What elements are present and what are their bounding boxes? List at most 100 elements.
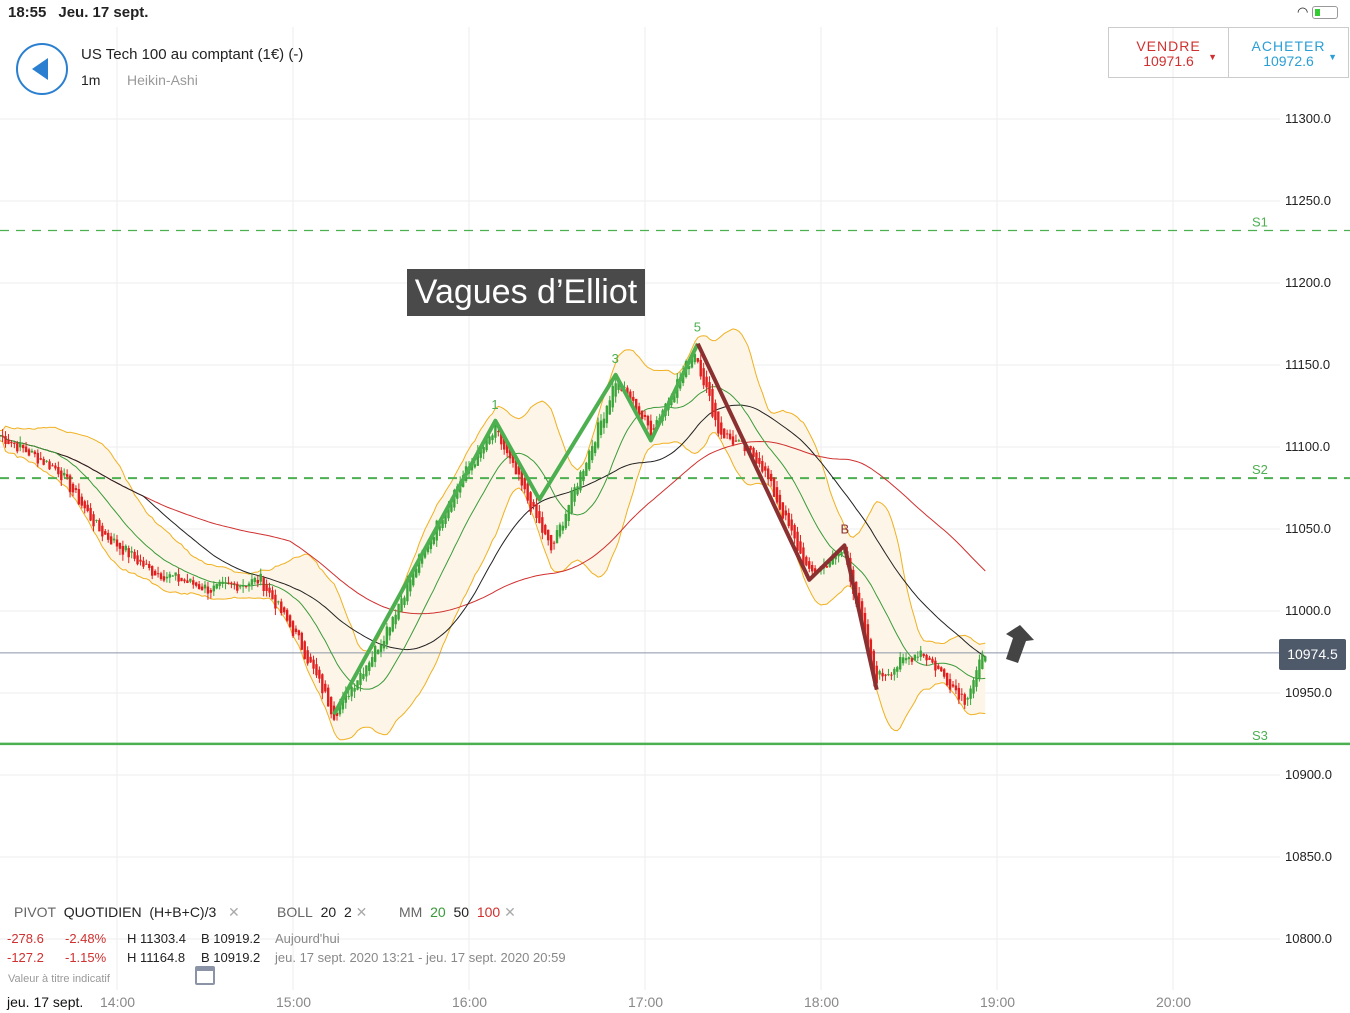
candle <box>711 388 714 417</box>
candle <box>142 560 145 567</box>
candle <box>162 576 166 581</box>
pivot-legend[interactable]: PIVOT QUOTIDIEN (H+B+C)/3 ✕ <box>14 904 240 921</box>
candle <box>497 431 500 433</box>
close-mm-icon[interactable]: ✕ <box>504 904 516 920</box>
candle <box>491 435 494 441</box>
candle <box>778 494 782 510</box>
candle <box>277 601 280 603</box>
candle <box>417 554 421 573</box>
candle <box>104 531 107 535</box>
candle <box>86 504 89 512</box>
candle <box>828 562 831 567</box>
candle <box>608 400 611 415</box>
candle <box>687 366 691 370</box>
candle <box>7 440 10 445</box>
candle <box>538 511 541 524</box>
candle <box>579 471 582 491</box>
close-boll-icon[interactable]: ✕ <box>355 904 368 920</box>
boll-deviation: 2 <box>343 904 352 920</box>
candle <box>362 673 365 679</box>
battery-charging-icon <box>1312 6 1338 20</box>
price-tick: 11300.0 <box>1285 111 1332 126</box>
timeframe-selector[interactable]: 1m <box>81 72 101 88</box>
candle <box>728 433 732 440</box>
candle <box>148 563 151 568</box>
candle <box>200 586 204 591</box>
bollinger-upper <box>0 328 986 652</box>
candle <box>171 575 174 577</box>
elliott-annotation[interactable]: Vagues d’Elliot <box>407 269 645 316</box>
candle <box>230 582 233 584</box>
close-pivot-icon[interactable]: ✕ <box>227 904 240 920</box>
candle <box>121 545 125 555</box>
sell-label: VENDRE <box>1136 38 1201 54</box>
candle <box>376 649 380 654</box>
buy-button[interactable]: ACHETER 10972.6 ▼ <box>1228 27 1349 78</box>
indicative-note: Valeur à titre indicatif <box>8 973 110 985</box>
candle <box>139 559 142 562</box>
mm-50: 50 <box>453 904 470 920</box>
candle <box>652 428 655 430</box>
candle <box>482 447 485 454</box>
candle <box>617 380 620 390</box>
back-button[interactable] <box>16 43 68 95</box>
candle <box>731 436 735 445</box>
candle <box>33 451 37 455</box>
candle <box>646 415 650 426</box>
candle <box>767 468 770 480</box>
candle <box>605 405 609 424</box>
candle <box>130 551 133 553</box>
candle <box>690 356 694 368</box>
ma-100 <box>0 435 986 615</box>
candle <box>168 574 171 578</box>
high-today: H 11303.4 <box>127 931 187 946</box>
candle <box>910 658 914 662</box>
candle <box>268 587 271 593</box>
price-tick: 11200.0 <box>1285 275 1332 290</box>
candle <box>324 683 327 692</box>
candle <box>60 470 63 481</box>
calendar-icon[interactable] <box>195 966 215 985</box>
period-range: jeu. 17 sept. 2020 13:21 - jeu. 17 sept.… <box>275 950 566 965</box>
candle <box>485 437 488 451</box>
candle <box>177 574 180 582</box>
candle <box>549 535 553 551</box>
candle <box>734 440 738 442</box>
boll-legend[interactable]: BOLL 20 2 ✕ <box>277 904 367 921</box>
mm-20: 20 <box>430 904 446 920</box>
candle <box>112 538 116 541</box>
candle <box>385 626 389 645</box>
candle <box>761 460 764 472</box>
candle <box>68 475 72 493</box>
candle <box>602 418 606 428</box>
candle <box>887 674 890 676</box>
chart-type-selector[interactable]: Heikin-Ashi <box>127 72 198 88</box>
ma-20 <box>0 386 986 690</box>
candle <box>500 431 503 445</box>
candle <box>274 594 277 609</box>
mm-legend[interactable]: MM 20 50 100 ✕ <box>399 904 516 921</box>
candle <box>432 537 435 545</box>
candle <box>940 667 943 672</box>
candle <box>253 577 257 583</box>
candle <box>95 519 98 521</box>
candle <box>318 669 321 679</box>
candle <box>71 483 75 493</box>
sell-button[interactable]: VENDRE 10971.6 ▼ <box>1108 27 1229 78</box>
candle <box>503 437 506 450</box>
candle <box>368 662 371 671</box>
candle <box>233 583 236 585</box>
candle <box>875 665 878 684</box>
candle <box>195 582 198 586</box>
candle <box>92 514 95 527</box>
back-arrow-icon <box>32 58 48 80</box>
candle <box>673 393 676 403</box>
candle <box>907 657 911 660</box>
candle <box>934 660 937 671</box>
candle <box>285 609 289 621</box>
caret-down-icon: ▼ <box>1208 52 1218 62</box>
candle <box>975 670 978 687</box>
candle <box>89 507 92 521</box>
candle <box>365 665 368 677</box>
